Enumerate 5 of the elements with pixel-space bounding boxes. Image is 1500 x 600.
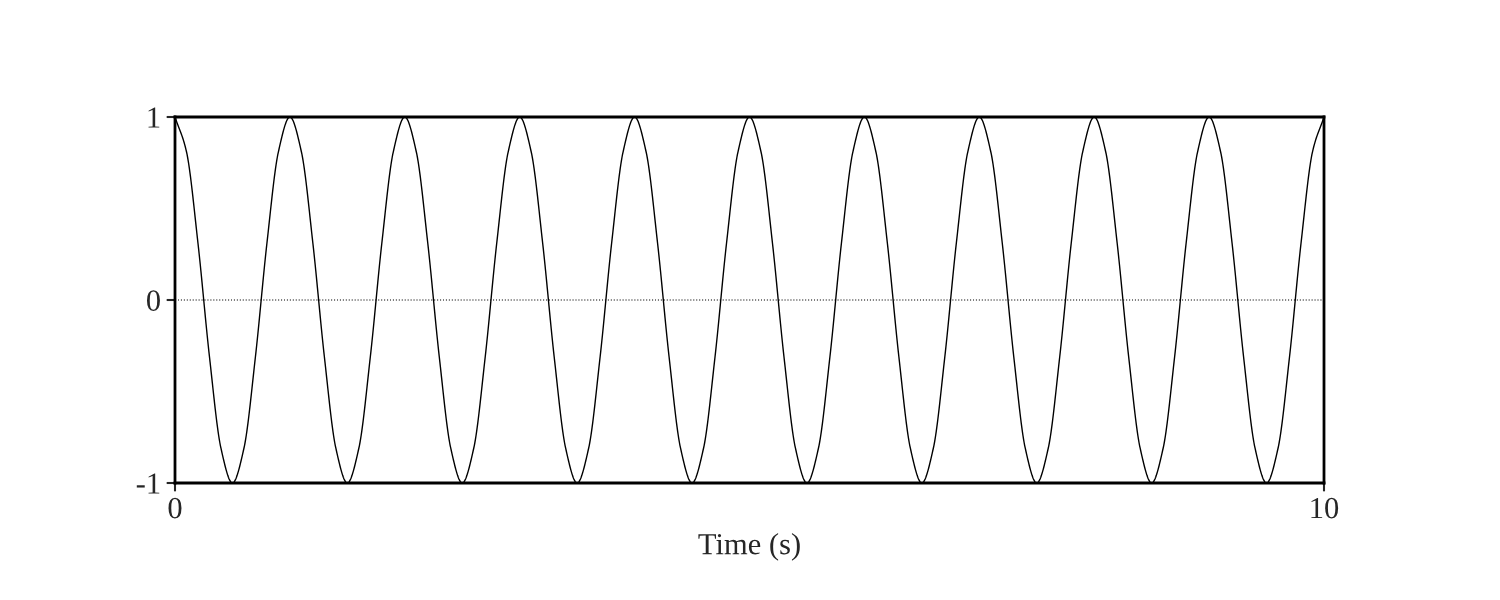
y-tick-label: 1 bbox=[148, 107, 160, 128]
y-tick-label: -1 bbox=[136, 473, 160, 494]
x-tick-label: 10 bbox=[1311, 497, 1339, 519]
y-tick-label: 0 bbox=[147, 290, 160, 311]
x-axis-title: Time (s) bbox=[698, 532, 800, 561]
